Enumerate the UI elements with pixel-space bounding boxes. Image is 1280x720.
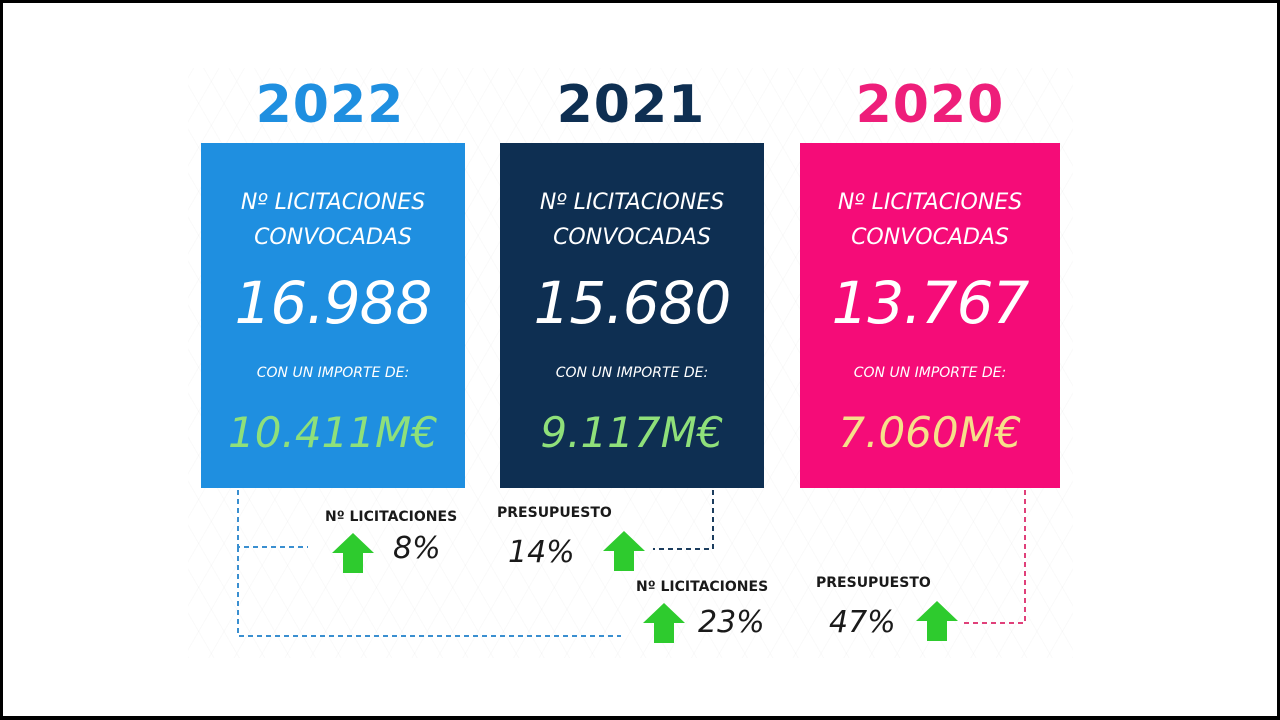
- connector-2021: [653, 490, 714, 550]
- comparison-value-licitaciones-2021: 8%: [393, 531, 441, 566]
- licitaciones-count: 15.680: [533, 269, 732, 337]
- card-label: Nº LICITACIONES CONVOCADAS: [201, 185, 465, 255]
- card-2020: Nº LICITACIONES CONVOCADAS 13.767 CON UN…: [800, 143, 1060, 488]
- card-label-line1: Nº LICITACIONES: [240, 190, 426, 215]
- comparison-label-presupuesto-2021: PRESUPUESTO: [497, 505, 612, 521]
- card-label-line1: Nº LICITACIONES: [837, 190, 1023, 215]
- connector-2020: [961, 490, 1026, 624]
- comparison-value-presupuesto-2021: 14%: [508, 535, 575, 570]
- year-heading-2020: 2020: [855, 75, 1005, 135]
- card-label-line2: CONVOCADAS: [851, 225, 1009, 250]
- card-label: Nº LICITACIONES CONVOCADAS: [500, 185, 764, 255]
- card-2022: Nº LICITACIONES CONVOCADAS 16.988 CON UN…: [201, 143, 465, 488]
- infographic-frame: 2022 2021 2020 Nº LICITACIONES CONVOCADA…: [3, 3, 1277, 716]
- comparison-label-licitaciones-2020: Nº LICITACIONES: [636, 579, 769, 595]
- comparison-label-licitaciones-2021: Nº LICITACIONES: [325, 509, 458, 525]
- card-label-line1: Nº LICITACIONES: [539, 190, 725, 215]
- up-arrow-icon: [643, 603, 685, 643]
- year-heading-2021: 2021: [556, 75, 706, 135]
- up-arrow-icon: [603, 531, 645, 571]
- comparison-label-presupuesto-2020: PRESUPUESTO: [816, 575, 931, 591]
- connector-lines: [237, 490, 1026, 637]
- card-label: Nº LICITACIONES CONVOCADAS: [800, 185, 1060, 255]
- importe-label: CON UN IMPORTE DE:: [853, 365, 1007, 381]
- importe-label: CON UN IMPORTE DE:: [256, 365, 410, 381]
- card-label-line2: CONVOCADAS: [553, 225, 711, 250]
- card-2021: Nº LICITACIONES CONVOCADAS 15.680 CON UN…: [500, 143, 764, 488]
- up-arrow-icon: [916, 601, 958, 641]
- licitaciones-count: 16.988: [234, 269, 433, 337]
- year-heading-2022: 2022: [255, 75, 405, 135]
- connector-2022-to-2021: [237, 490, 308, 548]
- up-arrow-icon: [332, 533, 374, 573]
- importe-label: CON UN IMPORTE DE:: [555, 365, 709, 381]
- comparison-value-presupuesto-2020: 47%: [829, 605, 896, 640]
- card-label-line2: CONVOCADAS: [254, 225, 412, 250]
- importe-amount: 7.060M€: [838, 408, 1022, 457]
- importe-amount: 9.117M€: [540, 408, 724, 457]
- comparison-value-licitaciones-2020: 23%: [698, 605, 765, 640]
- licitaciones-count: 13.767: [831, 269, 1030, 337]
- connector-2022-to-2020: [237, 547, 621, 637]
- importe-amount: 10.411M€: [228, 408, 438, 457]
